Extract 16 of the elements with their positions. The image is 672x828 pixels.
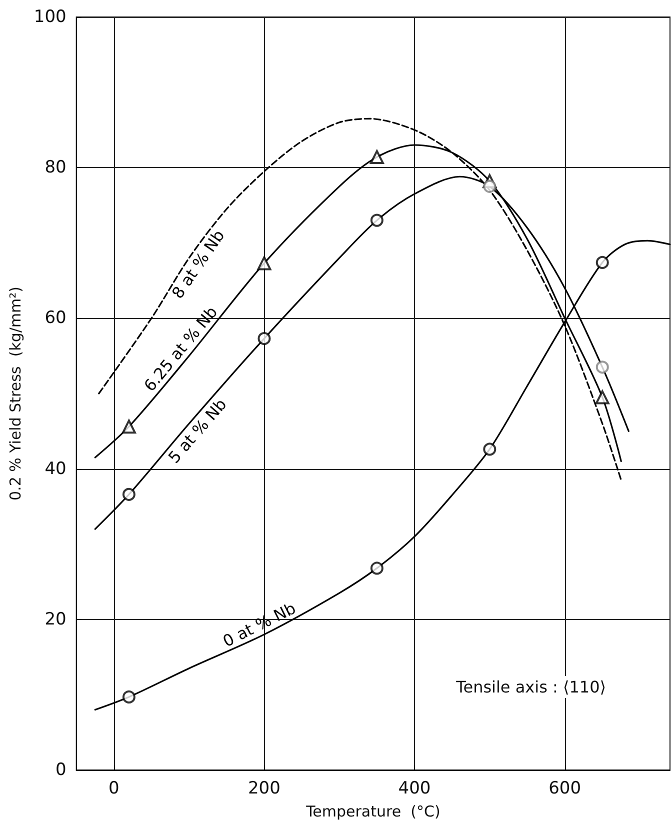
y-tick-label: 80 <box>44 158 66 178</box>
y-tick-label: 100 <box>34 7 66 27</box>
x-tick-label: 600 <box>548 778 582 798</box>
y-axis-title: 0.2 % Yield Stress (kg/mm²) <box>6 286 24 500</box>
y-tick-label: 20 <box>44 609 66 630</box>
y-tick-label: 60 <box>44 308 66 328</box>
y-tick-label: 40 <box>44 458 66 479</box>
text: 8 at % Nb <box>168 226 228 302</box>
annotation: Tensile axis : ⟨110⟩ <box>455 678 606 696</box>
x-axis-title: Temperature (°C) <box>305 802 440 820</box>
y-tick-label: 0 <box>56 760 66 780</box>
text: 0 at % Nb <box>220 598 299 651</box>
x-tick-label: 400 <box>398 778 431 798</box>
x-tick-label: 200 <box>248 778 280 798</box>
text: 5 at % Nb <box>164 394 230 467</box>
x-tick-label: 0 <box>108 778 120 798</box>
